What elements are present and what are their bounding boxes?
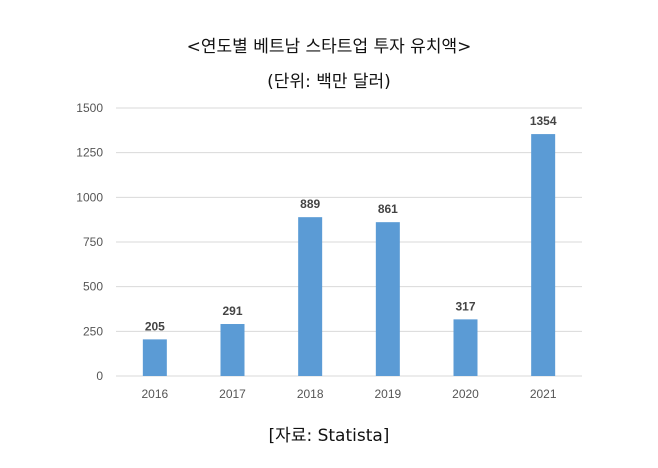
y-tick-label: 1000 (76, 190, 103, 204)
data-label-2018: 889 (300, 197, 320, 211)
y-tick-label: 1500 (76, 101, 103, 115)
bar-2017 (220, 324, 245, 376)
chart-title: <연도별 베트남 스타트업 투자 유치액> (186, 37, 472, 57)
x-tick-label: 2018 (297, 387, 324, 401)
x-tick-label: 2020 (452, 387, 479, 401)
y-tick-label: 500 (83, 280, 103, 294)
chart-subtitle: (단위: 백만 달러) (267, 72, 391, 92)
y-tick-label: 0 (96, 369, 103, 383)
bar-2020 (453, 319, 478, 376)
x-tick-label: 2017 (219, 387, 246, 401)
y-tick-label: 750 (83, 235, 103, 249)
x-tick-label: 2016 (141, 387, 168, 401)
data-label-2016: 205 (145, 319, 165, 333)
y-tick-label: 1250 (76, 146, 103, 160)
x-tick-label: 2021 (530, 387, 557, 401)
data-label-2020: 317 (455, 299, 475, 313)
source-note: [자료: Statista] (268, 426, 390, 446)
data-label-2019: 861 (378, 202, 398, 216)
bar-2019 (375, 222, 400, 376)
bar-2021 (531, 134, 556, 376)
x-tick-label: 2019 (374, 387, 401, 401)
data-label-2017: 291 (222, 304, 242, 318)
data-label-2021: 1354 (530, 114, 557, 128)
bar-2016 (142, 339, 167, 376)
bar-2018 (298, 217, 323, 376)
y-tick-label: 250 (83, 324, 103, 338)
